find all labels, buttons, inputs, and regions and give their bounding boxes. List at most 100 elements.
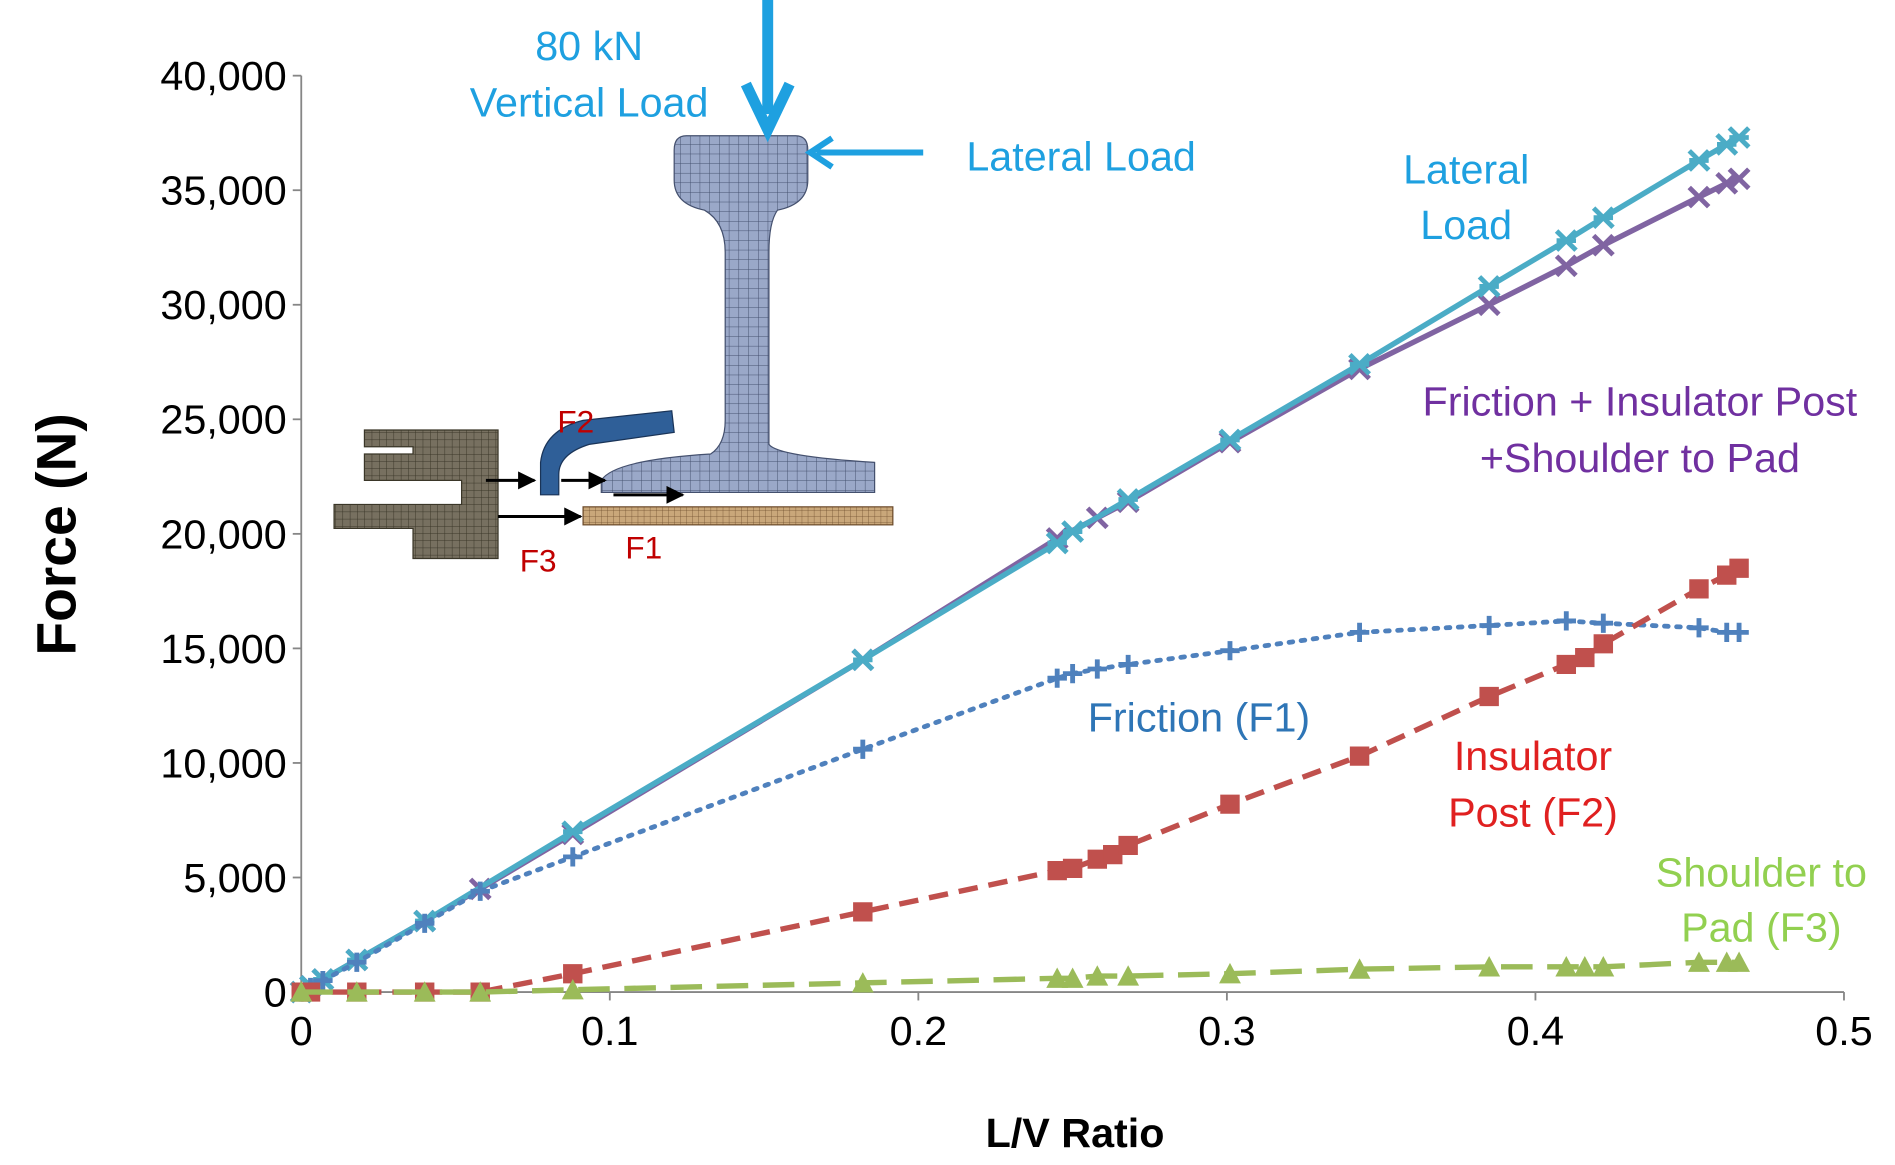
data-point — [1556, 611, 1577, 631]
data-point — [313, 970, 333, 991]
series-label: Load — [1420, 202, 1512, 248]
data-point — [1687, 185, 1711, 209]
data-point — [345, 981, 368, 1002]
pad — [582, 506, 894, 526]
data-point — [853, 739, 873, 759]
data-point — [1118, 654, 1138, 675]
data-point — [1103, 844, 1123, 865]
x-tick-label: 0.5 — [1815, 1008, 1872, 1054]
y-tick-label: 25,000 — [160, 397, 286, 443]
data-point — [1727, 167, 1751, 191]
x-tick-label: 0.4 — [1507, 1008, 1564, 1054]
data-point — [1087, 659, 1108, 679]
data-point — [469, 981, 492, 1002]
data-point — [1592, 956, 1615, 977]
diagram-label: Vertical Load — [470, 80, 709, 126]
series-line — [301, 959, 1740, 995]
series-line — [299, 135, 1741, 995]
y-axis-label: Force (N) — [25, 413, 87, 655]
data-point — [851, 972, 874, 993]
data-point — [1047, 668, 1067, 688]
vertical-arrowhead — [740, 81, 795, 143]
y-tick-label: 5,000 — [183, 855, 286, 901]
data-point — [1349, 622, 1370, 642]
data-point — [414, 913, 435, 933]
data-point — [1573, 956, 1596, 977]
data-point — [1118, 835, 1138, 856]
rail-diagram: 80 kN Vertical Load Lateral Load F2 F1 F… — [333, 0, 1196, 579]
data-point — [413, 981, 436, 1002]
series-label: +Shoulder to Pad — [1480, 435, 1800, 481]
data-point — [1087, 849, 1108, 869]
data-point — [1728, 951, 1751, 972]
series-line — [301, 565, 1741, 995]
data-point — [1554, 254, 1578, 278]
series-line — [299, 176, 1741, 995]
data-point — [1349, 746, 1370, 766]
series-label: Lateral — [1403, 147, 1529, 193]
data-point — [1220, 641, 1240, 661]
lateral-arrowhead — [804, 135, 834, 170]
diagram-label: F3 — [520, 544, 557, 579]
x-tick-label: 0.1 — [581, 1008, 638, 1054]
series-label: Insulator — [1454, 733, 1612, 779]
diagram-label: Lateral Load — [966, 134, 1196, 180]
data-point — [1479, 615, 1499, 636]
data-point — [1045, 531, 1069, 555]
data-point — [1555, 956, 1578, 977]
diagram-label: 80 kN — [535, 23, 643, 69]
x-tick-label: 0.2 — [890, 1008, 947, 1054]
data-point — [1061, 967, 1084, 988]
data-point — [1554, 229, 1578, 252]
y-tick-label: 30,000 — [160, 282, 286, 328]
data-point — [1727, 126, 1751, 149]
data-point — [1593, 613, 1614, 633]
x-axis-label: L/V Ratio — [986, 1110, 1165, 1156]
data-point — [1477, 293, 1501, 317]
data-point — [1591, 233, 1615, 257]
data-point — [851, 648, 875, 672]
y-tick-label: 10,000 — [160, 741, 286, 787]
data-point — [1479, 686, 1499, 707]
data-point — [1117, 965, 1140, 986]
data-point — [1061, 520, 1085, 543]
y-tick-label: 35,000 — [160, 168, 286, 214]
data-point — [1046, 967, 1069, 988]
data-point — [1348, 353, 1372, 376]
data-point — [347, 952, 367, 972]
data-point — [563, 964, 583, 984]
shoulder — [333, 429, 499, 560]
data-point — [1575, 647, 1595, 668]
y-tick-label: 15,000 — [160, 626, 286, 672]
diagram-label: F1 — [625, 531, 662, 566]
data-point — [561, 820, 585, 843]
data-point — [1729, 558, 1749, 578]
data-point — [1348, 958, 1371, 979]
series-label: Post (F2) — [1448, 790, 1618, 836]
data-point — [1218, 428, 1242, 452]
y-tick-label: 40,000 — [160, 53, 286, 99]
clip — [539, 410, 675, 496]
series-label: Pad (F3) — [1681, 905, 1842, 951]
data-point — [290, 981, 313, 1002]
data-point — [1062, 858, 1083, 878]
data-point — [1715, 172, 1739, 195]
data-point — [1062, 663, 1083, 684]
data-point — [1556, 654, 1577, 675]
data-point — [1591, 206, 1615, 230]
y-tick-label: 0 — [264, 970, 287, 1016]
rail — [600, 135, 876, 494]
data-point — [1729, 622, 1749, 642]
series-label: Friction (F1) — [1088, 695, 1310, 741]
data-point — [1116, 488, 1140, 511]
data-point — [1219, 962, 1241, 984]
x-tick-label: 0.3 — [1198, 1008, 1255, 1054]
data-point — [1593, 634, 1614, 654]
series-label: Friction + Insulator Post — [1423, 379, 1858, 425]
data-point — [561, 978, 584, 1000]
data-point — [1047, 861, 1067, 881]
y-tick-label: 20,000 — [160, 511, 286, 557]
data-point — [563, 847, 583, 867]
